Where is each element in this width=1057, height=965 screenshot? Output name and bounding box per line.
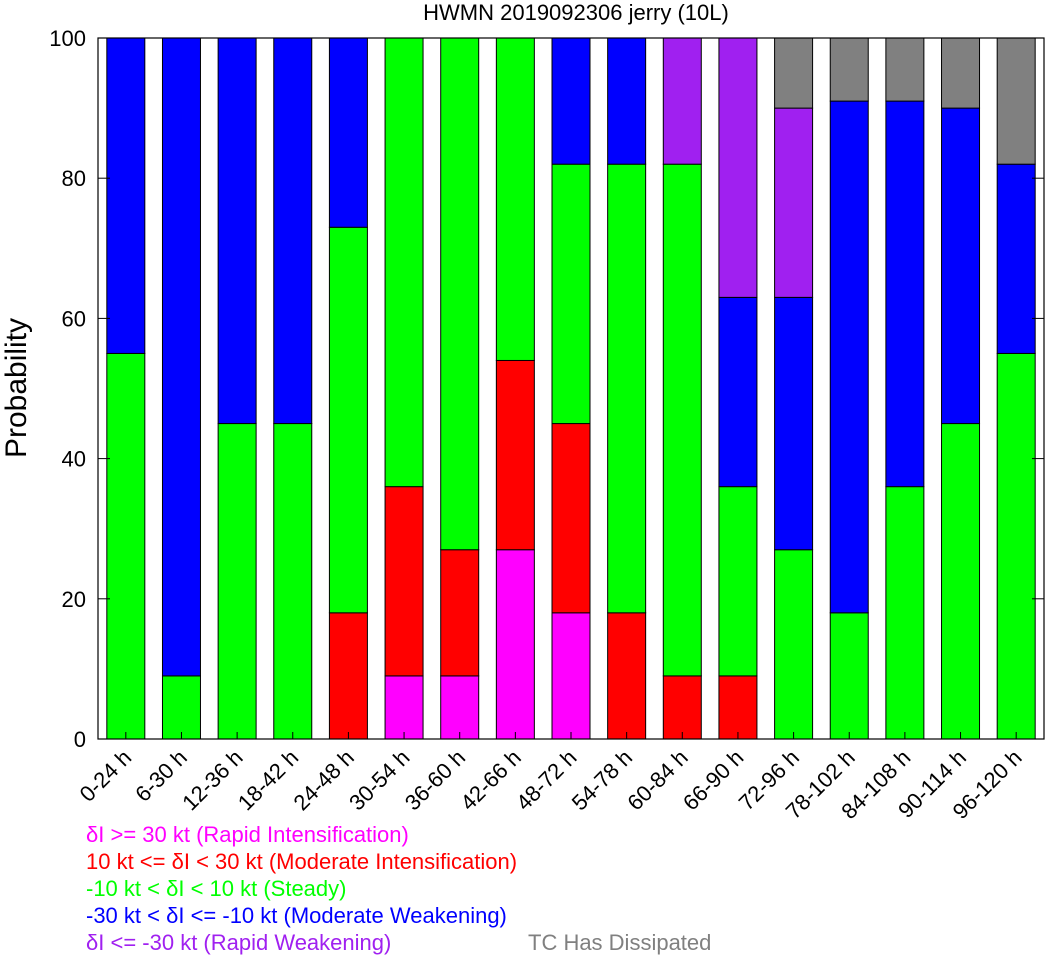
bar-segment bbox=[885, 100, 925, 488]
bar-segment bbox=[384, 675, 424, 740]
legend-entry: δI >= 30 kt (Rapid Intensification) bbox=[86, 822, 409, 847]
y-tick-label: 0 bbox=[74, 727, 86, 752]
bar-segment bbox=[440, 675, 480, 740]
bar-segment bbox=[106, 37, 146, 354]
bar-segment bbox=[885, 37, 925, 102]
bar-segment bbox=[440, 549, 480, 677]
bar-segment bbox=[328, 226, 368, 614]
bar-segment bbox=[217, 37, 257, 425]
bar-segment bbox=[495, 37, 535, 361]
bar-segment bbox=[161, 675, 201, 740]
plot-frame bbox=[97, 37, 1045, 740]
bar-segment bbox=[774, 296, 814, 551]
x-tick-label: 42-66 h bbox=[455, 745, 525, 815]
chart-title: HWMN 2019092306 jerry (10L) bbox=[423, 0, 729, 25]
y-tick-label: 60 bbox=[62, 306, 86, 331]
x-tick-label: 60-84 h bbox=[622, 745, 692, 815]
y-tick-label: 40 bbox=[62, 447, 86, 472]
bar-segment bbox=[217, 423, 257, 740]
legend-entry: δI <= -30 kt (Rapid Weakening) bbox=[86, 930, 391, 955]
bar-segment bbox=[996, 37, 1036, 165]
bar-segment bbox=[774, 107, 814, 298]
bar-segment bbox=[996, 352, 1036, 740]
bar-segment bbox=[941, 37, 981, 109]
bar-segment bbox=[662, 675, 702, 740]
bar-segment bbox=[718, 486, 758, 677]
bar-segment bbox=[829, 37, 869, 102]
bar-segment bbox=[607, 37, 647, 165]
bar-segment bbox=[941, 423, 981, 740]
bar-segment bbox=[607, 612, 647, 740]
bar-segment bbox=[328, 612, 368, 740]
x-tick-label: 30-54 h bbox=[344, 745, 414, 815]
bar-segment bbox=[718, 37, 758, 298]
legend: δI >= 30 kt (Rapid Intensification)10 kt… bbox=[86, 822, 711, 955]
legend-entry: -30 kt < δI <= -10 kt (Moderate Weakenin… bbox=[86, 903, 507, 928]
legend-entry: TC Has Dissipated bbox=[528, 930, 711, 955]
y-tick-label: 100 bbox=[49, 26, 86, 51]
bar-segment bbox=[551, 163, 591, 425]
bar-segment bbox=[384, 486, 424, 677]
bar-segment bbox=[551, 423, 591, 614]
bar-segment bbox=[774, 549, 814, 740]
bar-segment bbox=[607, 163, 647, 614]
bar-segment bbox=[440, 37, 480, 551]
bar-segment bbox=[384, 37, 424, 488]
bar-segment bbox=[495, 549, 535, 740]
bar-segment bbox=[273, 37, 313, 425]
x-tick-label: 12-36 h bbox=[177, 745, 247, 815]
y-tick-label: 80 bbox=[62, 166, 86, 191]
bar-segment bbox=[662, 163, 702, 677]
x-tick-label: 48-72 h bbox=[511, 745, 581, 815]
bar-segment bbox=[829, 100, 869, 614]
bar-segment bbox=[273, 423, 313, 740]
y-tick-label: 20 bbox=[62, 587, 86, 612]
bars-layer bbox=[106, 37, 1036, 740]
bar-segment bbox=[829, 612, 869, 740]
bar-segment bbox=[885, 486, 925, 740]
bar-segment bbox=[551, 612, 591, 740]
x-tick-label: 54-78 h bbox=[567, 745, 637, 815]
bar-segment bbox=[996, 163, 1036, 354]
bar-segment bbox=[161, 37, 201, 677]
legend-entry: 10 kt <= δI < 30 kt (Moderate Intensific… bbox=[86, 849, 517, 874]
bar-segment bbox=[328, 37, 368, 228]
bar-segment bbox=[941, 107, 981, 425]
y-axis-label: Probability bbox=[0, 318, 33, 458]
bar-segment bbox=[106, 352, 146, 740]
bar-segment bbox=[774, 37, 814, 109]
bar-segment bbox=[495, 359, 535, 551]
legend-entry: -10 kt < δI < 10 kt (Steady) bbox=[86, 876, 346, 901]
x-tick-label: 36-60 h bbox=[400, 745, 470, 815]
x-tick-label: 18-42 h bbox=[233, 745, 303, 815]
bar-segment bbox=[551, 37, 591, 165]
bar-segment bbox=[662, 37, 702, 165]
bar-segment bbox=[718, 675, 758, 740]
x-tick-label: 24-48 h bbox=[289, 745, 359, 815]
x-tick-label: 66-90 h bbox=[678, 745, 748, 815]
x-tick-label: 0-24 h bbox=[75, 745, 137, 807]
bar-segment bbox=[718, 296, 758, 488]
